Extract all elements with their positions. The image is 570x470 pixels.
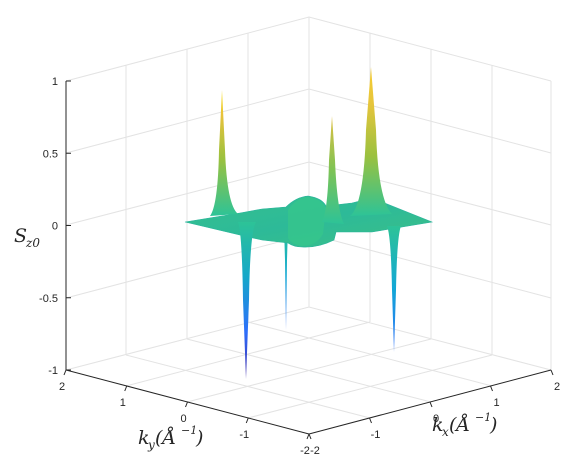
z-axis-label: S z0	[14, 225, 40, 250]
svg-text:y: y	[147, 438, 155, 452]
z-tick-label: -0.5	[39, 293, 58, 305]
surface-dip	[238, 222, 256, 379]
surface-dip	[387, 226, 401, 352]
y-tick-label: -2	[300, 445, 310, 457]
surface-ring	[288, 197, 326, 246]
x-tick-mark	[490, 385, 493, 392]
x-tick-label: 1	[493, 397, 499, 409]
surface-dip	[284, 226, 288, 330]
y-tick-mark	[185, 401, 188, 408]
x-tick-label: 2	[554, 381, 560, 393]
y-tick-label: 2	[59, 381, 65, 393]
svg-text:(Å: (Å	[449, 414, 470, 436]
x-tick-mark	[308, 433, 312, 440]
svg-text:−1: −1	[475, 411, 491, 424]
svg-text:): )	[195, 427, 203, 449]
svg-text:k: k	[432, 414, 444, 436]
svg-text:(Å: (Å	[155, 427, 176, 449]
x-tick-mark	[550, 369, 554, 376]
y-axis-label: k y (Å −1 )	[138, 424, 203, 452]
y-ticks: 2 1 0 -1 -2	[59, 369, 310, 457]
surface-peak	[322, 116, 344, 224]
x-tick-mark	[429, 401, 433, 408]
y-tick-label: 1	[120, 397, 126, 409]
z-tick-label: 0.5	[43, 148, 58, 160]
svg-text:k: k	[138, 427, 150, 449]
svg-text:): )	[489, 414, 497, 436]
svg-text:z0: z0	[25, 236, 40, 250]
z-ticks: 1 0.5 0 -0.5 -1	[39, 76, 71, 377]
y-tick-mark	[124, 385, 128, 392]
surface-peak	[350, 67, 392, 216]
z-tick-label: 1	[52, 76, 58, 88]
y-tick-mark	[245, 417, 249, 424]
x-ticks: -2 -1 0 1 2	[308, 369, 560, 457]
svg-text:−1: −1	[181, 424, 197, 437]
x-tick-label: -1	[371, 429, 381, 441]
x-tick-label: 0	[433, 413, 439, 425]
surface-peak	[210, 90, 238, 216]
y-tick-mark	[63, 369, 67, 376]
surface-mesh	[184, 67, 434, 379]
y-tick-label: 0	[180, 413, 186, 425]
z-tick-label: -1	[48, 365, 58, 377]
y-tick-mark	[306, 433, 310, 440]
svg-text:S: S	[14, 225, 27, 247]
svg-text:x: x	[442, 425, 449, 439]
x-tick-label: -2	[310, 445, 320, 457]
y-tick-label: -1	[239, 429, 249, 441]
x-tick-mark	[369, 417, 372, 424]
z-tick-label: 0	[52, 221, 58, 233]
x-axis-label: k x (Å −1 )	[432, 411, 497, 439]
